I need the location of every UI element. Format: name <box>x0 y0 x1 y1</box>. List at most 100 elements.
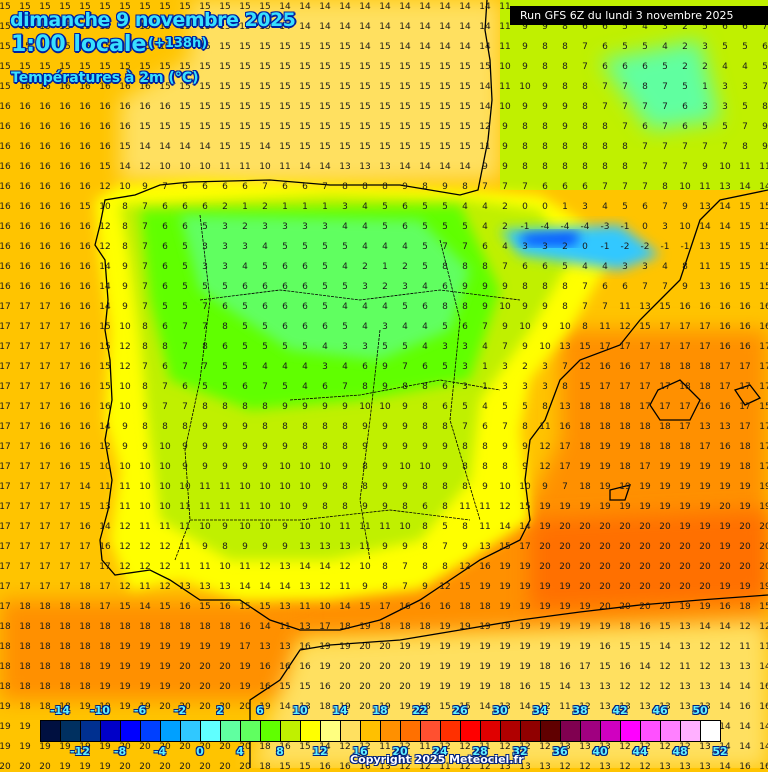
temperature-value: 17 <box>559 462 571 472</box>
temperature-value: 15 <box>359 62 371 72</box>
temperature-value: 18 <box>39 602 51 612</box>
temperature-value: 20 <box>0 762 11 772</box>
temperature-value: 9 <box>362 502 368 512</box>
temperature-value: 15 <box>199 22 211 32</box>
temperature-value: 8 <box>602 162 608 172</box>
temperature-value: 9 <box>142 182 148 192</box>
temperature-value: 12 <box>539 462 551 472</box>
temperature-value: 17 <box>639 382 651 392</box>
temperature-value: 16 <box>759 702 768 712</box>
temperature-value: -2 <box>640 242 650 252</box>
temperature-value: 16 <box>79 442 91 452</box>
temperature-value: 13 <box>639 702 651 712</box>
temperature-value: 12 <box>719 642 731 652</box>
temperature-value: 6 <box>242 182 248 192</box>
temperature-value: 14 <box>759 722 768 732</box>
temperature-value: 7 <box>482 182 488 192</box>
temperature-value: 1 <box>702 82 708 92</box>
temperature-value: 14 <box>759 662 768 672</box>
temperature-value: 16 <box>19 222 31 232</box>
temperature-value: 16 <box>739 762 751 772</box>
temperature-value: 17 <box>699 442 711 452</box>
temperature-value: 19 <box>539 502 551 512</box>
temperature-value: 9 <box>282 402 288 412</box>
temperature-value: 14 <box>479 2 491 12</box>
temperature-value: 11 <box>759 642 768 652</box>
temperature-value: 12 <box>479 762 491 772</box>
temperature-value: 9 <box>522 22 528 32</box>
temperature-value: 8 <box>202 402 208 412</box>
legend-label-bottom: 4 <box>236 745 244 758</box>
temperature-value: 16 <box>719 602 731 612</box>
temperature-value: 5 <box>422 222 428 232</box>
temperature-value: 15 <box>239 2 251 12</box>
temperature-value: 15 <box>399 82 411 92</box>
temperature-value: 16 <box>79 362 91 372</box>
temperature-value: 10 <box>419 462 431 472</box>
legend-label-top: 38 <box>572 704 588 717</box>
temperature-value: 17 <box>679 402 691 412</box>
temperature-value: 19 <box>679 602 691 612</box>
temperature-value: 4 <box>322 342 328 352</box>
legend-swatch <box>561 721 581 741</box>
temperature-value: 9 <box>542 82 548 92</box>
temperature-value: 19 <box>599 482 611 492</box>
legend-swatch <box>361 721 381 741</box>
temperature-value: 17 <box>619 382 631 392</box>
temperature-value: 12 <box>99 442 111 452</box>
temperature-value: 5 <box>282 242 288 252</box>
temperature-value: 14 <box>299 562 311 572</box>
temperature-value: 20 <box>579 582 591 592</box>
temperature-value: 12 <box>739 622 751 632</box>
temperature-value: 13 <box>579 742 591 752</box>
temperature-value: 6 <box>422 502 428 512</box>
temperature-value: 3 <box>662 22 668 32</box>
temperature-value: 7 <box>162 182 168 192</box>
temperature-value: 8 <box>542 122 548 132</box>
temperature-value: 10 <box>519 322 531 332</box>
temperature-value: 14 <box>479 22 491 32</box>
temperature-value: 19 <box>0 722 11 732</box>
temperature-value: 3 <box>542 382 548 392</box>
temperature-value: 9 <box>402 422 408 432</box>
temperature-value: 16 <box>39 182 51 192</box>
temperature-value: 13 <box>699 682 711 692</box>
temperature-value: 5 <box>402 302 408 312</box>
temperature-value: 11 <box>239 562 251 572</box>
temperature-value: 5 <box>522 402 528 412</box>
temperature-value: 8 <box>542 402 548 412</box>
temperature-value: 18 <box>699 362 711 372</box>
temperature-value: 7 <box>622 82 628 92</box>
temperature-value: 10 <box>139 502 151 512</box>
temperature-value: 14 <box>739 722 751 732</box>
temperature-value: 20 <box>159 762 171 772</box>
temperature-value: 9 <box>242 422 248 432</box>
temperature-value: 15 <box>759 282 768 292</box>
temperature-value: 16 <box>559 422 571 432</box>
temperature-value: 11 <box>739 642 751 652</box>
temperature-value: 10 <box>119 462 131 472</box>
temperature-value: 7 <box>602 102 608 112</box>
temperature-value: 15 <box>99 42 111 52</box>
temperature-value: 17 <box>39 362 51 372</box>
temperature-value: 15 <box>179 2 191 12</box>
temperature-value: 9 <box>482 162 488 172</box>
temperature-value: 20 <box>759 562 768 572</box>
temperature-value: 8 <box>322 502 328 512</box>
temperature-value: 9 <box>522 442 528 452</box>
temperature-value: 17 <box>559 442 571 452</box>
massif-central-cold <box>600 40 720 130</box>
temperature-value: 5 <box>462 222 468 232</box>
temperature-value: 20 <box>659 522 671 532</box>
legend-label-bottom: 12 <box>312 745 328 758</box>
temperature-value: 16 <box>79 102 91 112</box>
temperature-value: 6 <box>302 262 308 272</box>
temperature-value: 16 <box>59 402 71 412</box>
temperature-value: 15 <box>179 62 191 72</box>
temperature-value: 8 <box>422 422 428 432</box>
temperature-value: 14 <box>359 22 371 32</box>
forecast-date: dimanche 9 novembre 2025 <box>10 9 296 31</box>
temperature-value: 11 <box>359 522 371 532</box>
temperature-value: 18 <box>119 622 131 632</box>
temperature-value: 15 <box>479 62 491 72</box>
